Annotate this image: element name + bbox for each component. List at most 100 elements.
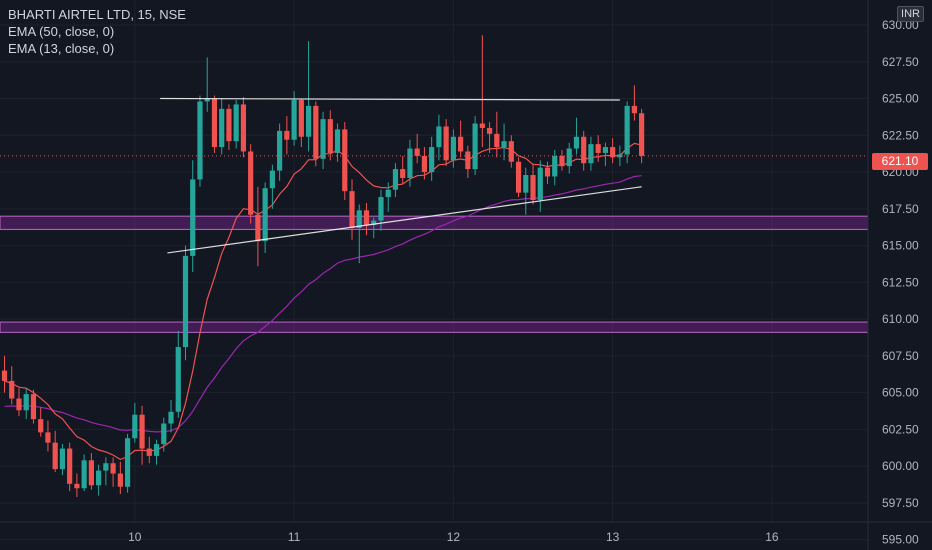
y-tick-label: 627.50: [882, 55, 919, 69]
candle-body: [552, 155, 558, 177]
candle-body: [9, 380, 15, 399]
candle-body: [573, 136, 580, 149]
candle-body: [67, 448, 73, 484]
candle-body: [508, 141, 514, 162]
candle-body: [450, 136, 456, 161]
candle-body: [559, 155, 565, 167]
candle-body: [407, 148, 413, 178]
candle-body: [269, 170, 275, 189]
y-tick-label: 602.50: [882, 422, 919, 436]
y-tick-label: 622.50: [882, 128, 919, 142]
candle-body: [139, 414, 145, 449]
candle-body: [233, 104, 239, 142]
y-tick-label: 605.00: [882, 386, 919, 400]
y-tick-label: 625.00: [882, 92, 919, 106]
candle-body: [291, 100, 297, 140]
candle-body: [211, 98, 218, 148]
candle-body: [226, 108, 232, 142]
candle-body: [59, 448, 66, 470]
last-price-label: 621.10: [872, 153, 928, 170]
candle-body: [356, 210, 362, 228]
candle-body: [342, 129, 348, 192]
candle-body: [392, 169, 399, 190]
candle-body: [494, 133, 500, 148]
candle-body: [240, 104, 247, 152]
candle-body: [262, 188, 268, 242]
candle-body: [378, 197, 384, 221]
candle-body: [248, 151, 254, 215]
candle-body: [617, 154, 623, 158]
support-zone: [0, 321, 869, 333]
candle-body: [334, 129, 341, 153]
ema50-legend[interactable]: EMA (50, close, 0): [8, 24, 115, 39]
candle-body: [501, 141, 507, 148]
candle-body: [327, 119, 333, 153]
candle-body: [197, 101, 203, 180]
candle-body: [523, 175, 529, 193]
candle-body: [110, 463, 116, 474]
candle-body: [305, 105, 312, 137]
candle-body: [81, 460, 87, 489]
candle-body: [320, 119, 326, 159]
candle-body: [175, 347, 181, 412]
candle-body: [298, 100, 304, 137]
candle-body: [595, 144, 601, 153]
candle-body: [537, 167, 543, 200]
candle-body: [421, 155, 428, 173]
candle-body: [204, 98, 210, 102]
trendline: [167, 186, 642, 254]
y-tick-label: 612.50: [882, 275, 919, 289]
x-tick-label: 11: [288, 530, 301, 544]
candle-body: [610, 147, 616, 158]
candle-body: [458, 136, 464, 152]
y-tick-label: 615.00: [882, 239, 919, 253]
candle-body: [385, 189, 391, 198]
chart-legend: BHARTI AIRTEL LTD, 15, NSE EMA (50, clos…: [8, 6, 186, 57]
candle-body: [38, 419, 44, 433]
candle-body: [146, 448, 152, 456]
x-tick-label: 13: [606, 530, 620, 544]
candle-body: [363, 210, 370, 225]
candle-body: [277, 130, 283, 171]
x-tick-label: 12: [447, 530, 461, 544]
candle-body: [443, 126, 449, 161]
candle-body: [639, 113, 645, 156]
x-tick-label: 16: [765, 530, 779, 544]
candle-body: [486, 127, 493, 134]
candle-body: [436, 126, 442, 148]
candle-body: [182, 255, 189, 348]
candle-body: [96, 470, 102, 486]
candle-body: [103, 463, 109, 471]
candle-body: [255, 214, 261, 242]
y-tick-label: 595.00: [882, 533, 919, 547]
candle-body: [530, 175, 536, 200]
candle-body: [190, 179, 196, 256]
candle-body: [45, 432, 51, 443]
ema13-legend[interactable]: EMA (13, close, 0): [8, 41, 115, 56]
candle-body: [23, 394, 29, 411]
candle-body: [153, 444, 160, 456]
candle-body: [313, 105, 319, 159]
candle-body: [371, 220, 377, 225]
candle-body: [631, 105, 637, 114]
candle-body: [132, 414, 138, 439]
candle-body: [52, 442, 58, 470]
candle-body: [472, 123, 478, 170]
currency-badge[interactable]: INR: [897, 6, 924, 22]
y-tick-label: 617.50: [882, 202, 919, 216]
candle-body: [124, 438, 131, 487]
symbol-title[interactable]: BHARTI AIRTEL LTD, 15, NSE: [8, 7, 186, 22]
candle-body: [515, 161, 522, 193]
candle-body: [88, 460, 94, 486]
y-tick-label: 600.00: [882, 459, 919, 473]
candle-body: [544, 167, 551, 177]
candle-body: [284, 130, 290, 140]
candle-body: [624, 105, 630, 155]
candle-body: [168, 411, 174, 424]
candle-body: [219, 108, 225, 148]
candle-body: [429, 147, 435, 173]
candle-body: [30, 394, 37, 420]
candle-body: [117, 473, 123, 487]
